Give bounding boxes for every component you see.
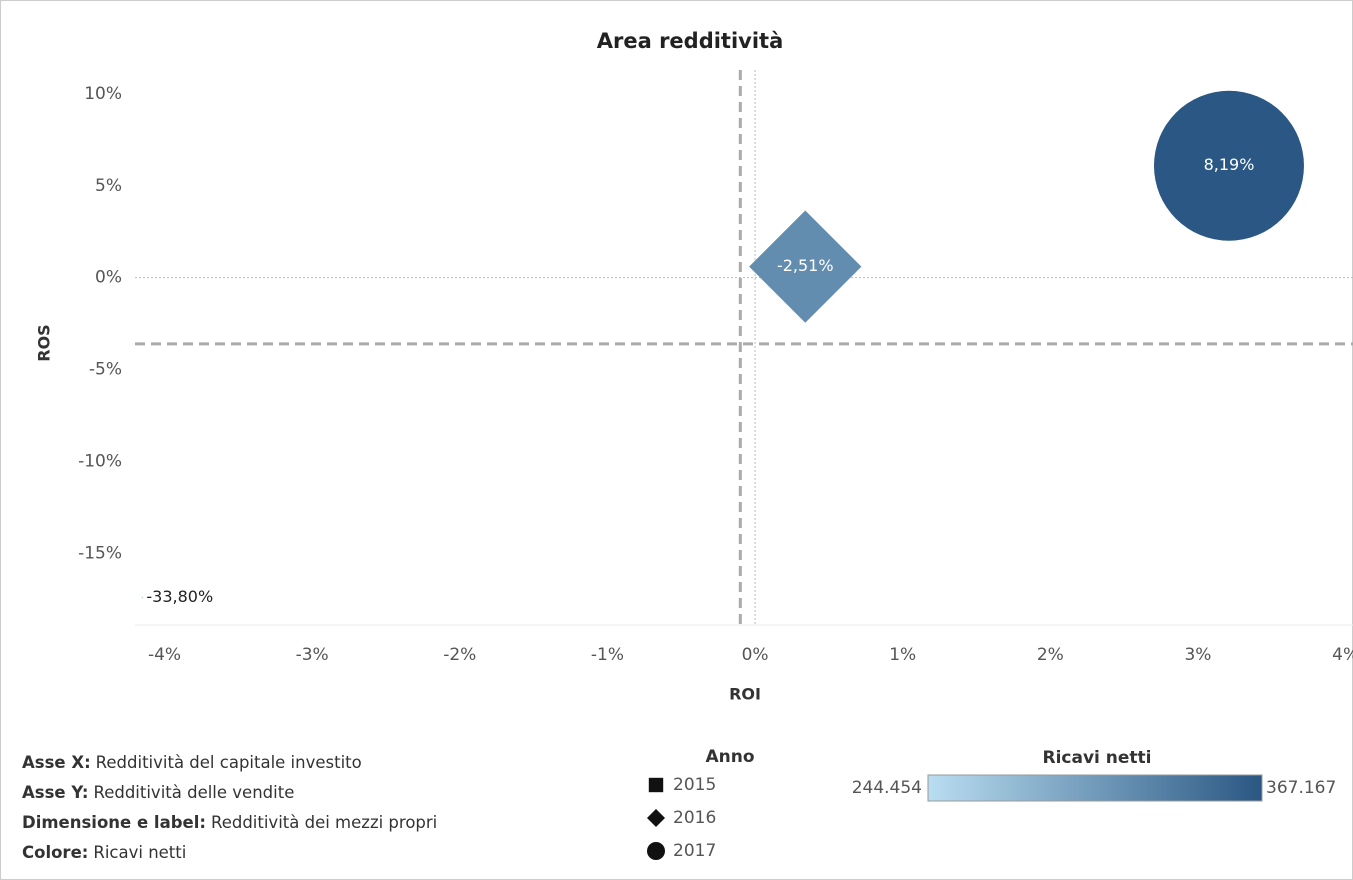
note-text: Redditività dei mezzi propri — [211, 813, 437, 832]
x-tick-label: -4% — [148, 645, 181, 665]
y-tick-label: 0% — [95, 268, 122, 288]
point-label: -33,80% — [146, 587, 213, 606]
note-text: Redditività del capitale investito — [96, 753, 362, 772]
x-tick-label: 0% — [742, 645, 769, 665]
x-tick-label: -3% — [296, 645, 329, 665]
y-axis-title: ROS — [35, 324, 54, 361]
note-label: Asse X: — [22, 753, 91, 772]
y-tick-label: 10% — [84, 84, 122, 104]
note-text: Redditività delle vendite — [93, 783, 294, 802]
color-legend-max: 367.167 — [1266, 778, 1336, 798]
x-tick-label: 3% — [1184, 645, 1211, 665]
legend-shape — [647, 809, 665, 827]
point-label: 8,19% — [1204, 155, 1255, 174]
x-tick-label: 1% — [889, 645, 916, 665]
shape-legend-title: Anno — [705, 747, 754, 767]
y-tick-label: 5% — [95, 176, 122, 196]
note: Asse Y: Redditività delle vendite — [22, 783, 294, 802]
legend-shape — [647, 842, 665, 860]
x-tick-label: 4% — [1332, 645, 1353, 665]
x-tick-label: -2% — [443, 645, 476, 665]
x-tick-label: 2% — [1037, 645, 1064, 665]
square-mark — [141, 596, 144, 599]
legend-shape — [648, 777, 664, 793]
y-tick-label: -5% — [89, 360, 122, 380]
note: Colore: Ricavi netti — [22, 843, 186, 862]
note-label: Asse Y: — [22, 783, 88, 802]
note: Asse X: Redditività del capitale investit… — [22, 753, 362, 772]
circle-mark — [1153, 90, 1304, 241]
y-tick-label: -10% — [78, 451, 122, 471]
diamond-mark — [749, 210, 862, 323]
note-label: Dimensione e label: — [22, 813, 206, 832]
x-tick-label: -1% — [591, 645, 624, 665]
legend-label: 2015 — [673, 775, 716, 795]
note-text: Ricavi netti — [93, 843, 186, 862]
point-label: -2,51% — [777, 256, 834, 275]
color-legend-title: Ricavi netti — [1042, 748, 1151, 768]
note-label: Colore: — [22, 843, 88, 862]
x-axis-title: ROI — [729, 685, 761, 704]
color-legend-min: 244.454 — [852, 778, 922, 798]
color-legend-bar — [927, 774, 1263, 802]
legend-label: 2016 — [673, 808, 716, 828]
legend-label: 2017 — [673, 841, 716, 861]
y-tick-label: -15% — [78, 543, 122, 563]
chart-title: Area redditività — [597, 29, 784, 53]
note: Dimensione e label: Redditività dei mezzi… — [22, 813, 437, 832]
